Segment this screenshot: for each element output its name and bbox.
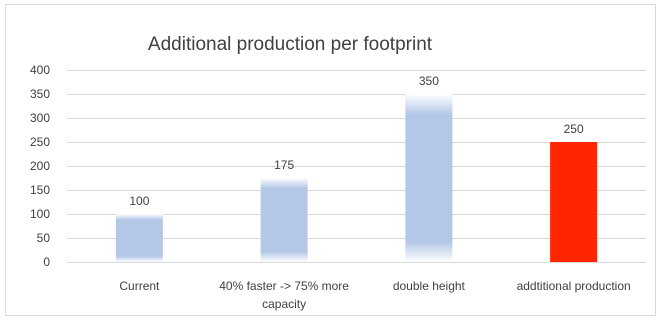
y-tick-label: 50 bbox=[37, 231, 51, 245]
category-label: 40% faster -> 75% more bbox=[219, 279, 349, 293]
y-tick-label: 100 bbox=[30, 207, 50, 221]
category-label: double height bbox=[393, 279, 466, 293]
bar-2 bbox=[405, 94, 453, 262]
y-tick-label: 400 bbox=[30, 63, 50, 77]
data-label: 350 bbox=[419, 74, 439, 88]
data-labels: 100 175 350 250 bbox=[129, 74, 584, 208]
data-label: 175 bbox=[274, 158, 294, 172]
data-label: 100 bbox=[129, 194, 149, 208]
y-tick-label: 200 bbox=[30, 159, 50, 173]
data-label: 250 bbox=[564, 122, 584, 136]
bars bbox=[115, 94, 598, 262]
chart-title: Additional production per footprint bbox=[148, 34, 433, 55]
x-axis-categories: Current 40% faster -> 75% more capacity dou… bbox=[119, 279, 630, 311]
y-axis-ticks: 0 50 100 150 200 250 300 350 400 bbox=[30, 63, 50, 269]
gridlines bbox=[67, 70, 646, 263]
bar-1 bbox=[260, 178, 308, 262]
chart-frame bbox=[5, 4, 656, 316]
bar-0 bbox=[115, 214, 163, 262]
bar-3 bbox=[550, 142, 598, 262]
y-tick-label: 300 bbox=[30, 111, 50, 125]
category-label: addtitional production bbox=[517, 279, 631, 293]
category-label: capacity bbox=[262, 297, 306, 311]
y-tick-label: 150 bbox=[30, 183, 50, 197]
category-label: Current bbox=[119, 279, 160, 293]
y-tick-label: 0 bbox=[43, 255, 50, 269]
y-tick-label: 350 bbox=[30, 87, 50, 101]
y-tick-label: 250 bbox=[30, 135, 50, 149]
